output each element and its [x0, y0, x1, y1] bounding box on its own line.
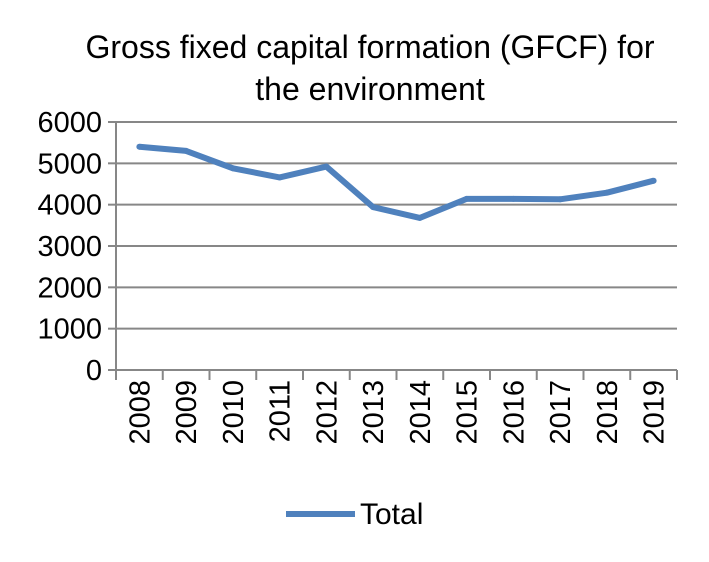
chart-title: Gross fixed capital formation (GFCF) for…: [60, 26, 680, 110]
y-tick-label-0: 0: [86, 355, 102, 387]
data-point-2018: [603, 189, 610, 196]
series-line-total: [139, 143, 655, 221]
y-tick-label-5000: 5000: [37, 148, 102, 180]
x-tick-label-2008: 2008: [124, 380, 156, 445]
x-tick-labels: 2008 2009 2010 2011 2012 2013 2014 2015 2016 2017…: [124, 380, 670, 445]
legend: Total: [286, 498, 423, 531]
y-tick-label-1000: 1000: [37, 314, 102, 346]
x-tick-label-2018: 2018: [592, 380, 624, 445]
data-point-2010: [229, 165, 236, 172]
data-point-2013: [370, 204, 377, 211]
x-tick-label-2017: 2017: [545, 380, 577, 445]
chart-title-line-1: Gross fixed capital formation (GFCF) for: [85, 29, 655, 65]
x-tick-label-2010: 2010: [218, 380, 250, 445]
gridlines: [116, 121, 677, 330]
x-tick-label-2015: 2015: [452, 380, 484, 445]
x-tick-label-2012: 2012: [311, 380, 343, 445]
data-point-2014: [416, 214, 423, 221]
x-tick-label-2009: 2009: [171, 380, 203, 445]
y-tick-label-3000: 3000: [37, 231, 102, 263]
data-point-2008: [136, 143, 143, 150]
y-tick-label-2000: 2000: [37, 272, 102, 304]
axes: [108, 121, 678, 380]
legend-label-total: Total: [360, 498, 423, 531]
data-point-2012: [323, 163, 330, 170]
x-tick-label-2011: 2011: [265, 380, 297, 442]
y-tick-label-6000: 6000: [37, 107, 102, 139]
data-point-2009: [183, 147, 190, 154]
y-tick-label-4000: 4000: [37, 190, 102, 222]
data-point-2019: [650, 177, 657, 184]
data-point-2011: [276, 174, 283, 181]
x-tick-label-2013: 2013: [358, 380, 390, 445]
data-point-2015: [463, 195, 470, 202]
x-tick-label-2016: 2016: [498, 380, 530, 445]
data-point-2016: [510, 195, 517, 202]
series-lines: [136, 143, 657, 221]
x-tick-label-2014: 2014: [405, 380, 437, 445]
y-tick-labels: 0 1000 2000 3000 4000 5000 6000: [37, 107, 102, 387]
chart-title-line-2: the environment: [255, 71, 485, 107]
x-tick-label-2019: 2019: [639, 380, 671, 445]
data-point-2017: [557, 196, 564, 203]
